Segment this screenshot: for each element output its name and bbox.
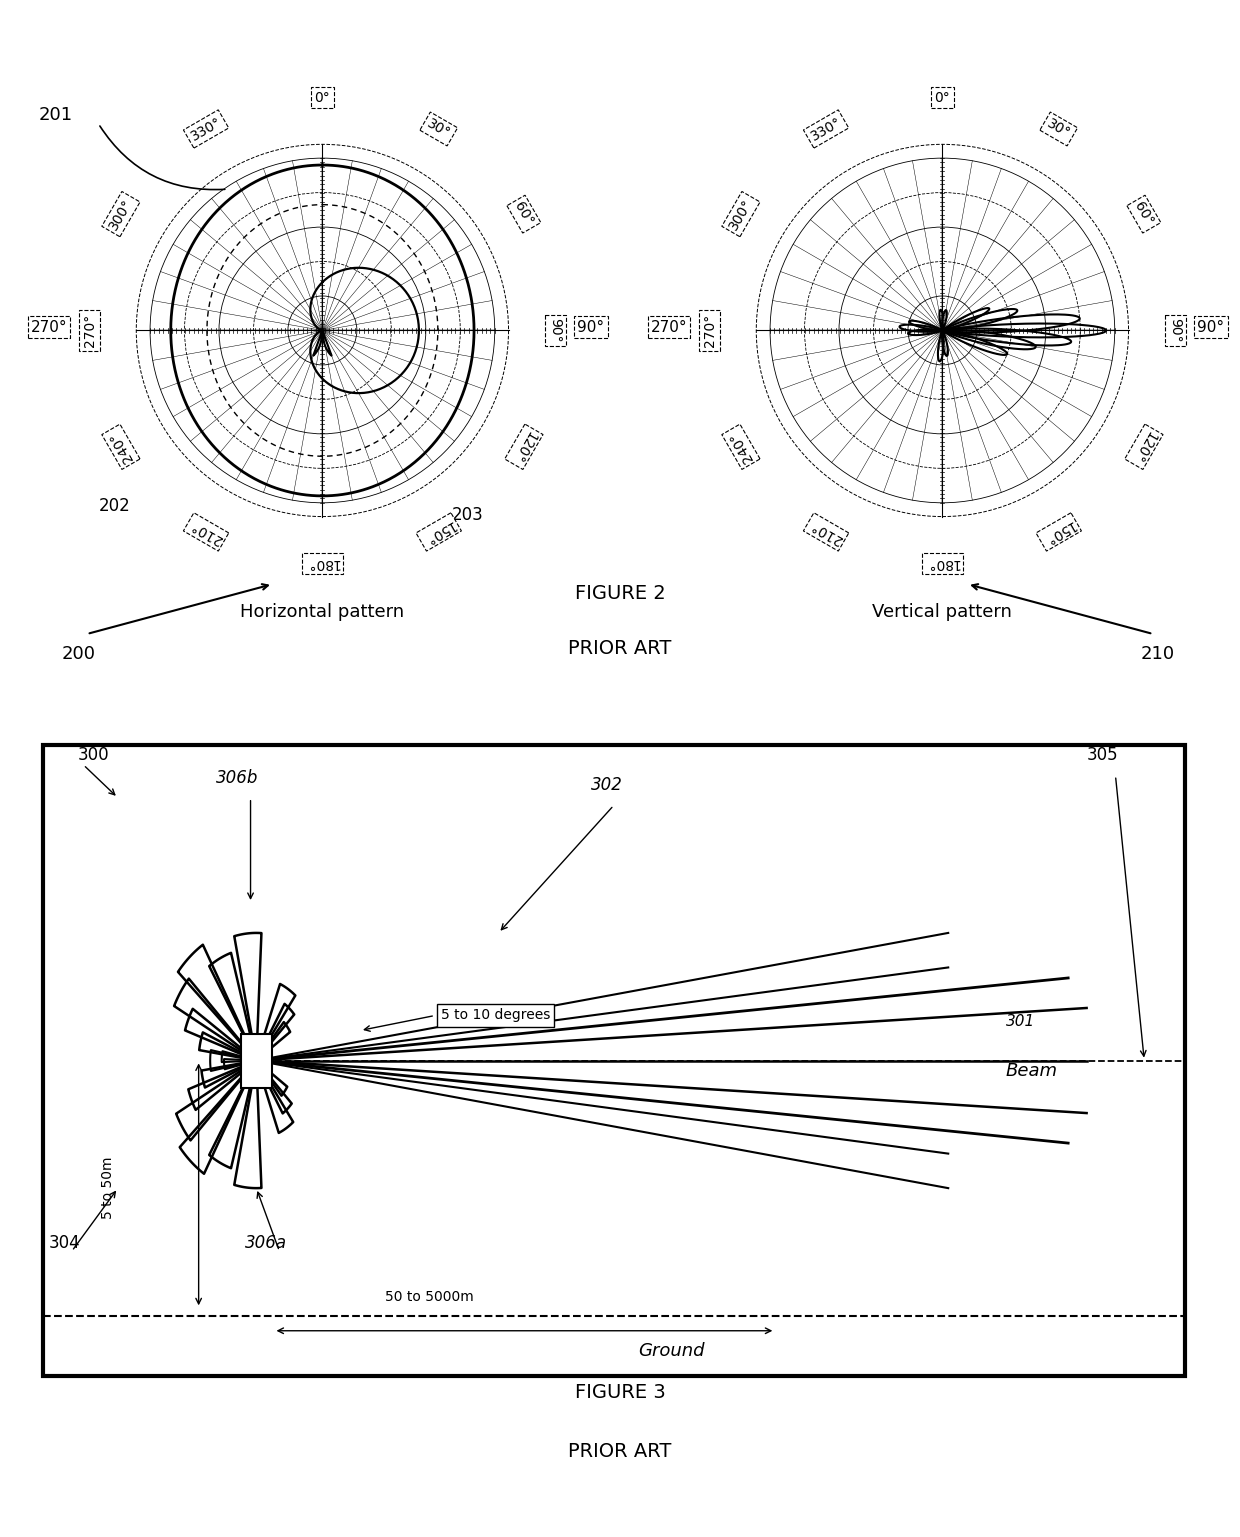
Text: Beam: Beam xyxy=(1006,1062,1058,1079)
Text: 201: 201 xyxy=(38,106,72,124)
Text: 202: 202 xyxy=(98,498,130,515)
Text: 210: 210 xyxy=(1141,646,1176,662)
Text: 150°: 150° xyxy=(1040,518,1076,546)
Text: 240°: 240° xyxy=(107,429,135,464)
Text: 300: 300 xyxy=(78,747,109,764)
Text: 5 to 10 degrees: 5 to 10 degrees xyxy=(441,1008,551,1022)
Text: 330°: 330° xyxy=(188,115,224,143)
Text: 300°: 300° xyxy=(107,197,135,232)
Text: 270°: 270° xyxy=(651,320,687,335)
Text: 90°: 90° xyxy=(1168,318,1182,343)
Text: 120°: 120° xyxy=(1130,429,1158,464)
Text: 270°: 270° xyxy=(703,314,717,347)
Text: PRIOR ART: PRIOR ART xyxy=(568,1442,672,1462)
Text: FIGURE 2: FIGURE 2 xyxy=(574,584,666,603)
Text: 210°: 210° xyxy=(808,518,844,546)
Text: 0°: 0° xyxy=(315,91,330,105)
Text: 50 to 5​000m: 50 to 5​000m xyxy=(384,1290,474,1303)
Text: Horizontal pattern: Horizontal pattern xyxy=(241,603,404,621)
Bar xyxy=(242,1033,273,1088)
Text: Ground: Ground xyxy=(639,1342,704,1360)
Text: 180°: 180° xyxy=(305,556,340,570)
Text: 90°: 90° xyxy=(1198,320,1225,335)
Text: 240°: 240° xyxy=(727,429,755,464)
Text: Vertical pattern: Vertical pattern xyxy=(873,603,1012,621)
Text: 60°: 60° xyxy=(512,200,536,229)
Text: 180°: 180° xyxy=(925,556,960,570)
Text: 90°: 90° xyxy=(548,318,562,343)
Text: 30°: 30° xyxy=(1044,117,1073,141)
Text: 301: 301 xyxy=(1006,1014,1035,1028)
Text: 203: 203 xyxy=(451,506,484,524)
Text: FIGURE 3: FIGURE 3 xyxy=(574,1383,666,1402)
Text: 90°: 90° xyxy=(578,320,605,335)
Text: PRIOR ART: PRIOR ART xyxy=(568,639,672,658)
Text: 120°: 120° xyxy=(510,429,538,464)
Text: 0°: 0° xyxy=(935,91,950,105)
Text: 306b: 306b xyxy=(216,768,258,787)
Text: 5 to 50m: 5 to 50m xyxy=(100,1157,114,1219)
Text: 306a: 306a xyxy=(244,1234,286,1253)
Text: 302: 302 xyxy=(590,776,622,795)
Text: 305: 305 xyxy=(1086,747,1118,764)
Text: 304: 304 xyxy=(48,1234,81,1253)
Text: 270°: 270° xyxy=(31,320,67,335)
Text: 300°: 300° xyxy=(727,197,755,232)
Text: 210°: 210° xyxy=(188,518,224,546)
Text: 30°: 30° xyxy=(424,117,453,141)
Text: 270°: 270° xyxy=(83,314,97,347)
Text: 60°: 60° xyxy=(1132,200,1156,229)
Text: 150°: 150° xyxy=(420,518,456,546)
Text: 330°: 330° xyxy=(808,115,844,143)
Text: 200: 200 xyxy=(62,646,95,662)
